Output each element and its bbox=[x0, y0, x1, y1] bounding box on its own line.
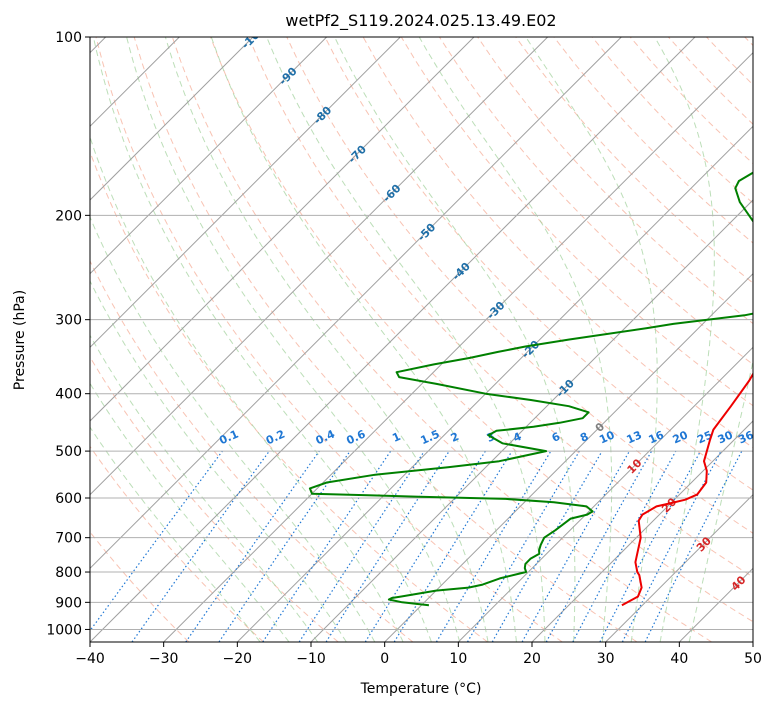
y-tick-label: 400 bbox=[55, 387, 82, 403]
mixing-ratio-line bbox=[644, 450, 743, 642]
moist-adiabat-line bbox=[90, 215, 376, 642]
mixing-ratio-line bbox=[325, 450, 450, 642]
plot-frame bbox=[89, 36, 754, 643]
isotherm-line bbox=[90, 37, 696, 642]
x-tick-label: 10 bbox=[449, 651, 467, 667]
moist-adiabat-line bbox=[90, 334, 319, 642]
y-axis-ticks: 100 200 300 400 500 600 700 800 900 1000 bbox=[46, 30, 90, 638]
moist-adiabats bbox=[90, 37, 753, 642]
isotherm-line bbox=[605, 493, 753, 642]
x-tick-label: −20 bbox=[223, 651, 253, 667]
moist-adiabat-line bbox=[164, 37, 489, 642]
plot-area: 0.1 0.2 0.4 0.6 1 1.5 2 3 4 6 8 10 13 16 20 25 30 36-100-… bbox=[90, 37, 756, 642]
dry-adiabat-line bbox=[248, 37, 753, 578]
moist-adiabat-line bbox=[90, 382, 290, 642]
mixing-ratio-line bbox=[185, 450, 320, 642]
x-tick-label: 0 bbox=[380, 651, 389, 667]
dry-adiabat-line bbox=[324, 37, 753, 491]
moist-adiabat-line bbox=[266, 37, 546, 642]
moist-adiabat-line bbox=[90, 135, 404, 642]
moist-adiabat-line bbox=[90, 426, 261, 642]
moist-adiabat-line bbox=[654, 37, 715, 642]
y-tick-label: 1000 bbox=[46, 622, 82, 638]
isotherm-line bbox=[90, 37, 328, 275]
x-tick-label: −10 bbox=[296, 651, 326, 667]
mixing-ratio-label: 16 bbox=[647, 428, 667, 446]
mixing-ratio-line bbox=[298, 450, 425, 642]
isotherm-line bbox=[531, 420, 753, 642]
mixing-ratio-label: 20 bbox=[671, 428, 691, 446]
moist-adiabat-line bbox=[525, 37, 658, 642]
mixing-ratio-line bbox=[521, 450, 631, 642]
moist-adiabat-line bbox=[126, 37, 461, 642]
y-tick-label: 300 bbox=[55, 313, 82, 329]
isotherm-line bbox=[384, 272, 753, 642]
x-tick-label: −40 bbox=[75, 651, 105, 667]
x-tick-label: 30 bbox=[597, 651, 615, 667]
pressure-gridlines bbox=[90, 37, 753, 630]
dry-adiabat-line bbox=[90, 445, 264, 642]
mixing-ratio-line bbox=[90, 450, 223, 632]
mixing-ratio-label: 36 bbox=[736, 428, 756, 446]
isotherm-line bbox=[90, 37, 622, 570]
x-axis-label: Temperature (°C) bbox=[360, 681, 482, 697]
dry-adiabat-line bbox=[171, 37, 712, 642]
y-axis-label: Pressure (hPa) bbox=[12, 290, 28, 390]
isotherm-line bbox=[90, 37, 475, 422]
mixing-ratio-line bbox=[131, 450, 270, 642]
mixing-ratio-label: 13 bbox=[625, 428, 644, 446]
x-tick-label: 50 bbox=[744, 651, 762, 667]
y-tick-label: 800 bbox=[55, 565, 82, 581]
isotherm-line bbox=[310, 199, 753, 642]
dry-adiabat-line bbox=[515, 37, 753, 284]
y-tick-label: 100 bbox=[55, 30, 82, 46]
isotherm-line bbox=[90, 37, 254, 201]
isotherm-line bbox=[90, 37, 401, 349]
y-tick-label: 700 bbox=[55, 531, 82, 547]
dry-adiabat-line bbox=[210, 37, 753, 623]
dry-adiabat-line bbox=[95, 37, 563, 642]
y-tick-label: 900 bbox=[55, 595, 82, 611]
profile-series bbox=[308, 171, 753, 607]
mixing-ratio-label: 10 bbox=[597, 428, 617, 446]
isotherm-line bbox=[236, 125, 753, 642]
mixing-ratio-label: 30 bbox=[716, 428, 736, 446]
isotherm-line bbox=[163, 51, 753, 642]
moist-adiabat-line bbox=[688, 358, 753, 642]
chart-title: wetPf2_S119.2024.025.13.49.E02 bbox=[285, 11, 556, 31]
isotherms bbox=[90, 37, 753, 642]
dewpoint-profile-line bbox=[308, 171, 753, 607]
dry-adiabat-line bbox=[90, 356, 339, 642]
moist-adiabat-line bbox=[418, 37, 613, 642]
moist-adiabat-line bbox=[210, 37, 517, 642]
dry-adiabat-line bbox=[90, 259, 414, 642]
isotherm-line bbox=[90, 37, 549, 496]
y-tick-label: 500 bbox=[55, 444, 82, 460]
isotherm-line bbox=[457, 346, 753, 642]
y-tick-label: 200 bbox=[55, 208, 82, 224]
moist-adiabat-line bbox=[92, 37, 432, 642]
moist-adiabat-line bbox=[334, 37, 576, 642]
mixing-ratio-line bbox=[393, 450, 513, 642]
y-tick-label: 600 bbox=[55, 491, 82, 507]
mixing-ratio-line bbox=[218, 450, 351, 642]
x-tick-label: 40 bbox=[670, 651, 688, 667]
x-tick-label: −30 bbox=[149, 651, 179, 667]
mixing-ratio-line bbox=[572, 450, 677, 642]
x-axis-ticks: −40 −30 −20 −10 0 10 20 30 40 50 bbox=[75, 642, 762, 667]
temperature-profile-line bbox=[621, 372, 753, 607]
dry-adiabat-line bbox=[286, 37, 753, 534]
x-tick-label: 20 bbox=[523, 651, 541, 667]
mixing-ratio-line bbox=[545, 450, 653, 642]
